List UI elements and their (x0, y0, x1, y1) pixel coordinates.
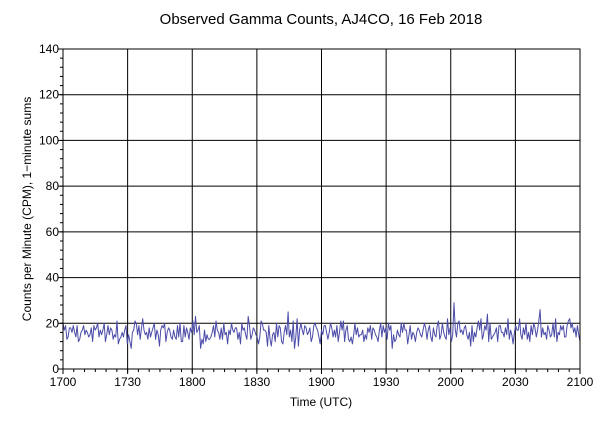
data-series (62, 302, 581, 349)
x-tick-label: 1930 (373, 375, 400, 389)
x-tick-label: 1830 (244, 375, 271, 389)
grid-lines (63, 49, 580, 369)
series-line (62, 302, 581, 349)
chart-title: Observed Gamma Counts, AJ4CO, 16 Feb 201… (160, 11, 483, 28)
y-tick-label: 40 (46, 271, 60, 285)
x-tick-label: 2030 (502, 375, 529, 389)
y-tick-label: 0 (52, 362, 59, 376)
x-axis-label: Time (UTC) (290, 395, 352, 409)
x-tick-label: 2100 (567, 375, 594, 389)
x-tick-label: 1700 (50, 375, 77, 389)
x-tick-label: 2000 (437, 375, 464, 389)
y-tick-label: 80 (46, 179, 60, 193)
x-tick-label: 1900 (308, 375, 335, 389)
y-tick-label: 100 (39, 133, 59, 147)
y-axis-label: Counts per Minute (CPM), 1−minute sums (20, 97, 34, 321)
y-tick-label: 140 (39, 42, 59, 56)
y-tick-label: 20 (46, 316, 60, 330)
x-tick-label: 1730 (114, 375, 141, 389)
x-tick-label: 1800 (179, 375, 206, 389)
y-tick-label: 60 (46, 225, 60, 239)
y-axis-ticks: 0 20 40 60 80 100 120 140 (39, 42, 63, 376)
x-axis-ticks: 1700 1730 1800 1830 1900 1930 2000 2030 2100 (50, 369, 594, 389)
y-tick-label: 120 (39, 88, 59, 102)
